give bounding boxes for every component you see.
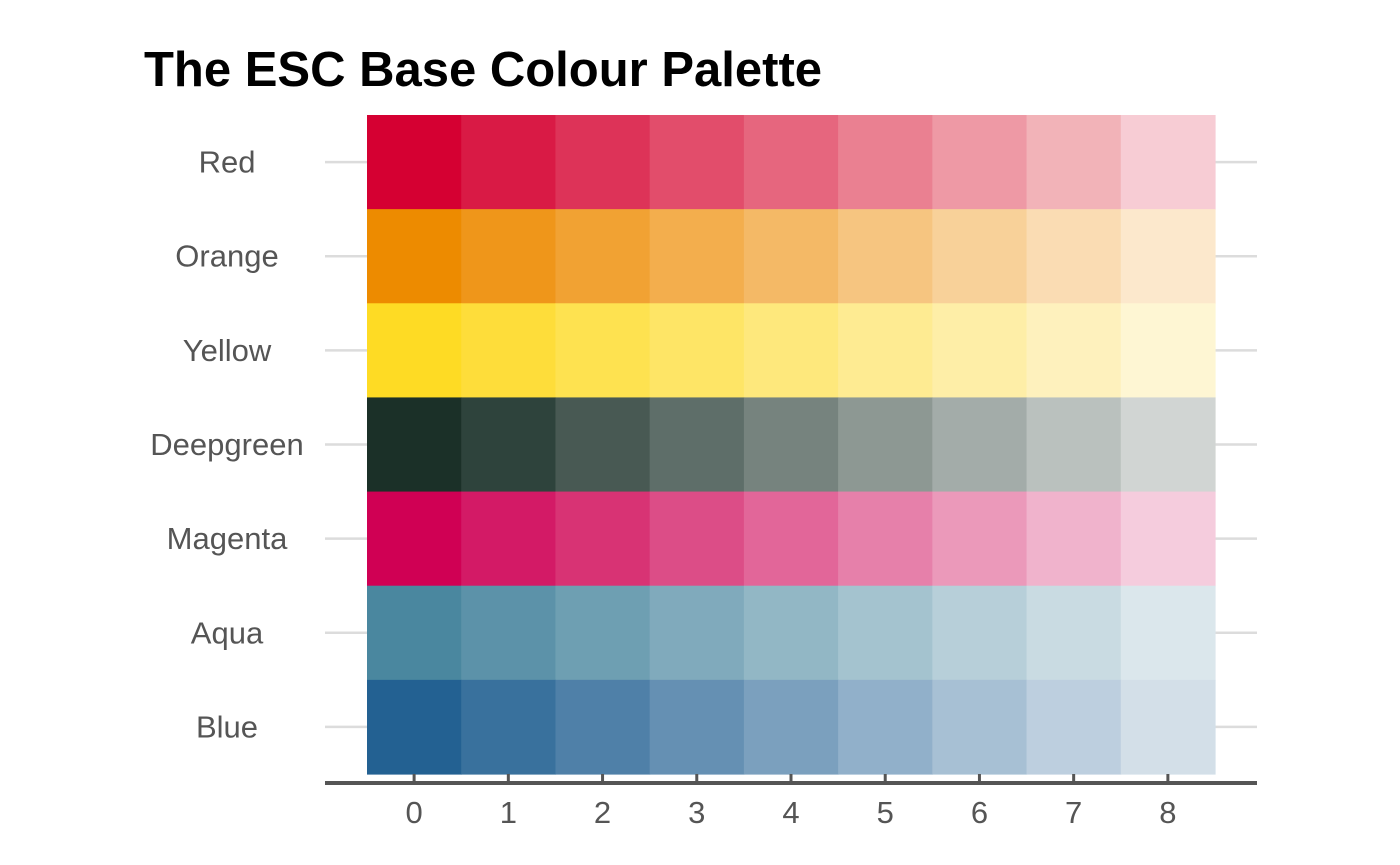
tile-orange-7 bbox=[1026, 209, 1122, 304]
x-tick-label-1: 1 bbox=[500, 795, 517, 830]
tile-deepgreen-7 bbox=[1026, 397, 1122, 493]
tile-yellow-6 bbox=[932, 303, 1028, 399]
x-tick-label-0: 0 bbox=[405, 795, 422, 830]
tile-aqua-3 bbox=[649, 585, 745, 681]
tile-blue-6 bbox=[932, 679, 1028, 775]
x-tick-label-2: 2 bbox=[594, 795, 611, 830]
x-tick-label-3: 3 bbox=[688, 795, 705, 830]
tile-magenta-8 bbox=[1120, 491, 1216, 587]
tile-magenta-3 bbox=[649, 491, 745, 587]
tile-yellow-4 bbox=[743, 303, 839, 399]
tile-magenta-0 bbox=[367, 491, 462, 587]
tile-orange-8 bbox=[1120, 209, 1216, 304]
tile-yellow-2 bbox=[555, 303, 651, 399]
tile-aqua-0 bbox=[367, 585, 462, 681]
tile-aqua-6 bbox=[932, 585, 1028, 681]
tile-aqua-2 bbox=[555, 585, 651, 681]
tile-magenta-2 bbox=[555, 491, 651, 587]
chart-title: The ESC Base Colour Palette bbox=[144, 43, 823, 97]
tile-deepgreen-4 bbox=[743, 397, 839, 493]
tile-orange-2 bbox=[555, 209, 651, 304]
tile-blue-2 bbox=[555, 679, 651, 775]
tile-deepgreen-1 bbox=[461, 397, 557, 493]
y-label-blue: Blue bbox=[196, 709, 258, 744]
tile-blue-4 bbox=[743, 679, 839, 775]
tile-red-6 bbox=[932, 115, 1028, 210]
x-tick-label-6: 6 bbox=[971, 795, 988, 830]
tile-yellow-7 bbox=[1026, 303, 1122, 399]
tile-magenta-7 bbox=[1026, 491, 1122, 587]
tile-blue-0 bbox=[367, 679, 462, 775]
tile-orange-5 bbox=[838, 209, 933, 304]
tile-yellow-1 bbox=[461, 303, 557, 399]
tile-red-8 bbox=[1120, 115, 1216, 210]
tile-orange-0 bbox=[367, 209, 462, 304]
tile-yellow-5 bbox=[838, 303, 933, 399]
x-axis: 0 1 2 3 4 5 6 7 8 bbox=[325, 774, 1257, 830]
tile-deepgreen-6 bbox=[932, 397, 1028, 493]
tile-deepgreen-5 bbox=[838, 397, 933, 493]
tile-yellow-8 bbox=[1120, 303, 1216, 399]
tile-red-2 bbox=[555, 115, 651, 210]
tile-aqua-8 bbox=[1120, 585, 1216, 681]
y-label-red: Red bbox=[199, 145, 256, 180]
y-label-orange: Orange bbox=[175, 239, 278, 274]
tile-orange-4 bbox=[743, 209, 839, 304]
tile-orange-1 bbox=[461, 209, 557, 304]
x-tick-label-4: 4 bbox=[782, 795, 799, 830]
y-label-magenta: Magenta bbox=[167, 521, 288, 556]
tile-magenta-1 bbox=[461, 491, 557, 587]
x-tick-label-7: 7 bbox=[1065, 795, 1082, 830]
tile-red-0 bbox=[367, 115, 462, 210]
tile-deepgreen-3 bbox=[649, 397, 745, 493]
tile-blue-5 bbox=[838, 679, 933, 775]
x-tick-label-5: 5 bbox=[877, 795, 894, 830]
tile-blue-1 bbox=[461, 679, 557, 775]
tile-yellow-0 bbox=[367, 303, 462, 399]
tile-red-7 bbox=[1026, 115, 1122, 210]
y-axis-labels: Red Orange Yellow Deepgreen Magenta Aqua Blue bbox=[150, 145, 303, 745]
tile-aqua-7 bbox=[1026, 585, 1122, 681]
tile-deepgreen-2 bbox=[555, 397, 651, 493]
tile-orange-6 bbox=[932, 209, 1028, 304]
x-tick-label-8: 8 bbox=[1159, 795, 1176, 830]
tile-deepgreen-0 bbox=[367, 397, 462, 493]
y-label-deepgreen: Deepgreen bbox=[150, 427, 303, 462]
tile-aqua-1 bbox=[461, 585, 557, 681]
tile-red-5 bbox=[838, 115, 933, 210]
tile-magenta-6 bbox=[932, 491, 1028, 587]
tile-magenta-5 bbox=[838, 491, 933, 587]
tile-magenta-4 bbox=[743, 491, 839, 587]
y-label-yellow: Yellow bbox=[183, 333, 272, 368]
tile-red-4 bbox=[743, 115, 839, 210]
tile-blue-3 bbox=[649, 679, 745, 775]
tile-red-1 bbox=[461, 115, 557, 210]
tile-aqua-5 bbox=[838, 585, 933, 681]
tile-blue-8 bbox=[1120, 679, 1216, 775]
tile-yellow-3 bbox=[649, 303, 745, 399]
y-label-aqua: Aqua bbox=[191, 615, 264, 650]
tile-aqua-4 bbox=[743, 585, 839, 681]
heatmap-tiles bbox=[367, 115, 1216, 775]
tile-orange-3 bbox=[649, 209, 745, 304]
tile-deepgreen-8 bbox=[1120, 397, 1216, 493]
tile-red-3 bbox=[649, 115, 745, 210]
tile-blue-7 bbox=[1026, 679, 1122, 775]
